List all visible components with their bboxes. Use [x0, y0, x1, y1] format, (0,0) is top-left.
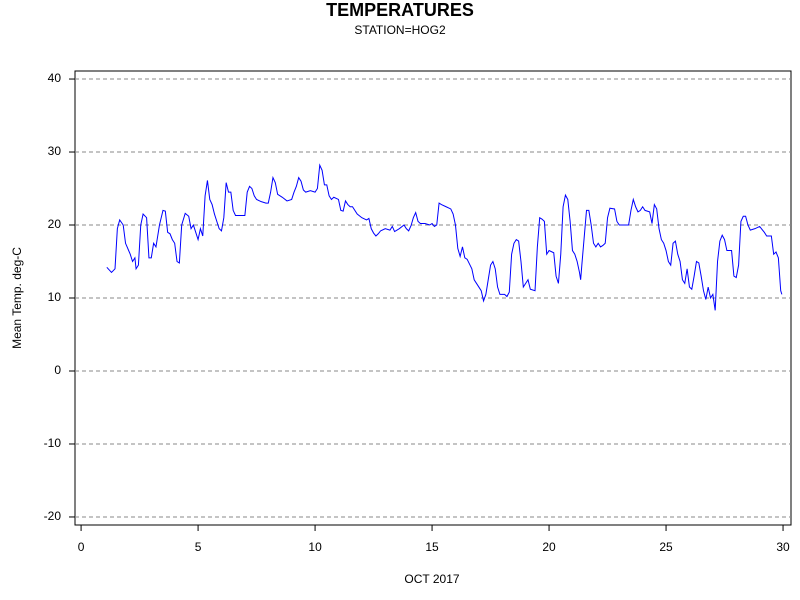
y-tick-label: 10 [48, 290, 62, 304]
y-tick-label: -20 [44, 509, 62, 523]
x-tick-label: 0 [78, 540, 85, 554]
x-tick-label: 20 [542, 540, 556, 554]
y-axis-label: Mean Temp. deg-C [10, 247, 24, 349]
y-tick-label: -10 [44, 436, 62, 450]
y-tick-label: 40 [48, 71, 62, 85]
data-line [106, 163, 783, 311]
x-tick-label: 15 [425, 540, 439, 554]
chart-title: TEMPERATURES [326, 0, 474, 20]
x-axis-label: OCT 2017 [404, 572, 459, 586]
x-tick-label: 30 [776, 540, 790, 554]
y-tick-label: 20 [48, 217, 62, 231]
x-tick-label: 5 [195, 540, 202, 554]
y-tick-label: 30 [48, 144, 62, 158]
x-tick-label: 25 [659, 540, 673, 554]
x-tick-label: 10 [308, 540, 322, 554]
chart-subtitle: STATION=HOG2 [354, 23, 446, 37]
y-tick-label: 0 [54, 363, 61, 377]
